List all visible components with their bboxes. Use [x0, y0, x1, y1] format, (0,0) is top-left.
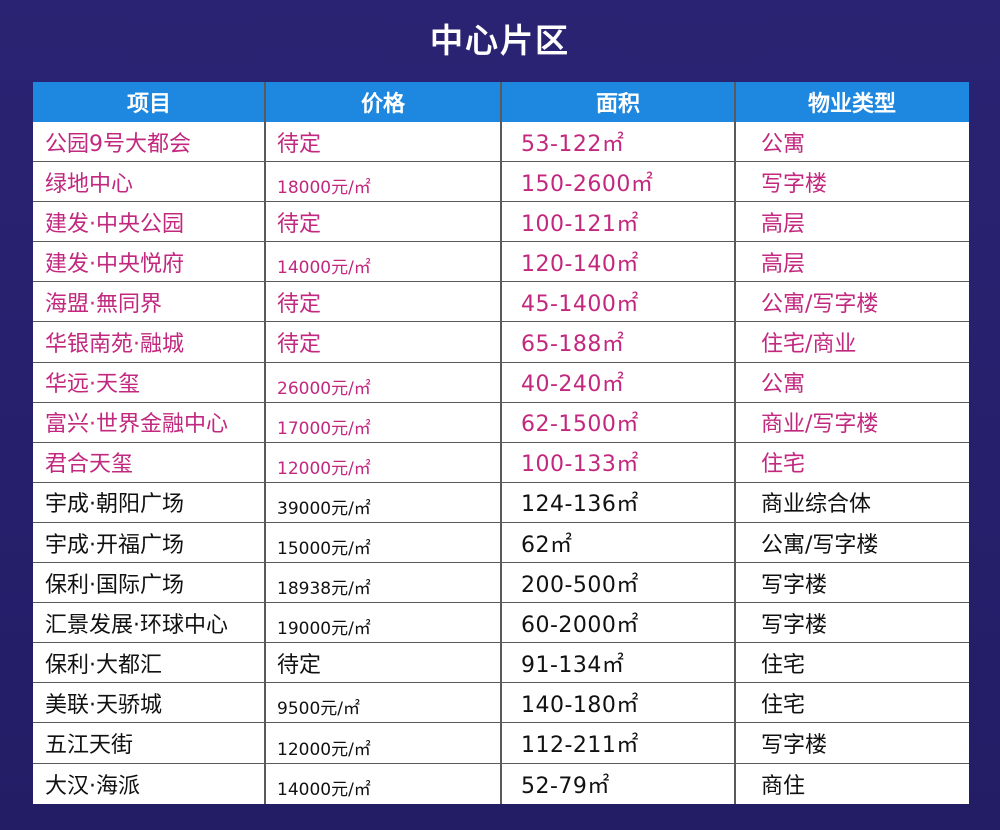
area-cell: 53-122㎡: [521, 131, 625, 157]
property-type-cell: 住宅/商业: [761, 332, 857, 358]
property-type-cell: 商住: [761, 773, 806, 799]
price-cell: 14000元/㎡: [277, 780, 371, 801]
area-cell: 60-2000㎡: [521, 612, 639, 638]
price-cell: 9500元/㎡: [277, 699, 360, 720]
project-name-cell: 华远·天玺: [45, 372, 140, 398]
price-cell: 14000元/㎡: [277, 258, 371, 279]
area-cell: 120-140㎡: [521, 251, 639, 277]
table-row: 建发·中央公园 待定 100-121㎡ 高层: [33, 202, 969, 243]
table-row: 宇成·朝阳广场 39000元/㎡ 124-136㎡ 商业综合体: [33, 483, 969, 523]
property-type-cell: 住宅: [761, 692, 806, 718]
area-cell: 40-240㎡: [521, 372, 625, 398]
price-cell: 18000元/㎡: [277, 178, 371, 199]
project-table: 项目 价格 面积 物业类型 公园9号大都会 待定 53-122㎡ 公寓 绿地中心 1800…: [33, 82, 969, 804]
project-name-cell: 保利·大都汇: [45, 652, 162, 678]
price-cell: 17000元/㎡: [277, 418, 371, 439]
header-area: 面积: [595, 91, 640, 117]
column-divider: [264, 82, 266, 804]
project-name-cell: 公园9号大都会: [45, 131, 191, 157]
page-title: 中心片区: [430, 21, 570, 60]
project-name-cell: 建发·中央悦府: [45, 251, 184, 277]
project-name-cell: 君合天玺: [45, 452, 134, 478]
table-row: 美联·天骄城 9500元/㎡ 140-180㎡ 住宅: [33, 683, 969, 724]
price-cell: 18938元/㎡: [277, 579, 371, 600]
price-cell: 待定: [277, 652, 322, 678]
table-row: 公园9号大都会 待定 53-122㎡ 公寓: [33, 122, 969, 163]
header-project: 项目: [126, 91, 171, 117]
price-cell: 26000元/㎡: [277, 378, 371, 399]
area-cell: 150-2600㎡: [521, 171, 654, 197]
project-name-cell: 宇成·开福广场: [45, 532, 184, 558]
area-cell: 200-500㎡: [521, 572, 639, 598]
property-type-cell: 写字楼: [761, 733, 828, 759]
area-cell: 91-134㎡: [521, 652, 625, 678]
column-divider: [500, 82, 502, 804]
table-row: 大汉·海派 14000元/㎡ 52-79㎡ 商住: [33, 764, 969, 804]
price-cell: 待定: [277, 291, 322, 317]
project-name-cell: 绿地中心: [45, 171, 134, 197]
property-type-cell: 公寓: [761, 372, 806, 398]
area-cell: 52-79㎡: [521, 773, 610, 799]
area-cell: 112-211㎡: [521, 733, 639, 759]
price-cell: 12000元/㎡: [277, 739, 371, 760]
header-type: 物业类型: [807, 91, 896, 117]
area-cell: 62㎡: [521, 532, 573, 558]
property-type-cell: 高层: [761, 211, 806, 237]
area-cell: 100-121㎡: [521, 211, 639, 237]
project-name-cell: 建发·中央公园: [45, 211, 184, 237]
area-cell: 65-188㎡: [521, 332, 625, 358]
table-row: 富兴·世界金融中心 17000元/㎡ 62-1500㎡ 商业/写字楼: [33, 403, 969, 443]
project-name-cell: 华银南苑·融城: [45, 332, 184, 358]
property-type-cell: 写字楼: [761, 171, 828, 197]
price-cell: 19000元/㎡: [277, 619, 371, 640]
area-cell: 140-180㎡: [521, 692, 639, 718]
property-type-cell: 商业/写字楼: [761, 412, 879, 438]
area-cell: 124-136㎡: [521, 492, 639, 518]
property-type-cell: 住宅: [761, 452, 806, 478]
property-type-cell: 住宅: [761, 652, 806, 678]
project-name-cell: 大汉·海派: [45, 773, 140, 799]
property-type-cell: 公寓: [761, 131, 806, 157]
project-name-cell: 宇成·朝阳广场: [45, 492, 184, 518]
property-type-cell: 公寓/写字楼: [761, 532, 879, 558]
property-type-cell: 商业综合体: [761, 492, 872, 518]
area-cell: 62-1500㎡: [521, 412, 639, 438]
price-cell: 12000元/㎡: [277, 458, 371, 479]
property-type-cell: 写字楼: [761, 612, 828, 638]
price-cell: 待定: [277, 211, 322, 237]
area-cell: 45-1400㎡: [521, 291, 639, 317]
project-name-cell: 汇景发展·环球中心: [45, 612, 228, 638]
price-cell: 待定: [277, 131, 322, 157]
project-name-cell: 五江天街: [45, 733, 134, 759]
property-type-cell: 高层: [761, 251, 806, 277]
project-name-cell: 保利·国际广场: [45, 572, 184, 598]
price-cell: 15000元/㎡: [277, 539, 371, 560]
project-name-cell: 美联·天骄城: [45, 692, 162, 718]
property-type-cell: 公寓/写字楼: [761, 291, 879, 317]
column-divider: [734, 82, 736, 804]
price-cell: 39000元/㎡: [277, 498, 371, 519]
area-cell: 100-133㎡: [521, 452, 639, 478]
project-name-cell: 富兴·世界金融中心: [45, 412, 228, 438]
property-type-cell: 写字楼: [761, 572, 828, 598]
table-row: 华银南苑·融城 待定 65-188㎡ 住宅/商业: [33, 323, 969, 363]
price-cell: 待定: [277, 332, 322, 358]
project-name-cell: 海盟·無同界: [45, 291, 162, 317]
header-price: 价格: [360, 91, 405, 117]
